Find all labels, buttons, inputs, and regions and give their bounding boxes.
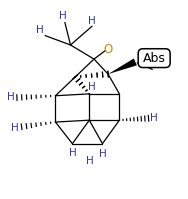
Text: H: H: [7, 92, 14, 102]
Text: H: H: [59, 11, 67, 21]
Text: H: H: [11, 123, 19, 133]
FancyBboxPatch shape: [138, 49, 170, 67]
Text: H: H: [150, 113, 158, 123]
Text: H: H: [36, 25, 43, 35]
Polygon shape: [108, 59, 137, 74]
Text: H: H: [88, 82, 96, 92]
Text: H: H: [88, 16, 96, 25]
Text: H: H: [68, 148, 76, 158]
Text: H: H: [99, 149, 106, 159]
Text: H: H: [160, 59, 168, 69]
Text: H: H: [86, 156, 94, 166]
Text: Abs: Abs: [143, 52, 166, 65]
Text: O: O: [103, 43, 113, 56]
